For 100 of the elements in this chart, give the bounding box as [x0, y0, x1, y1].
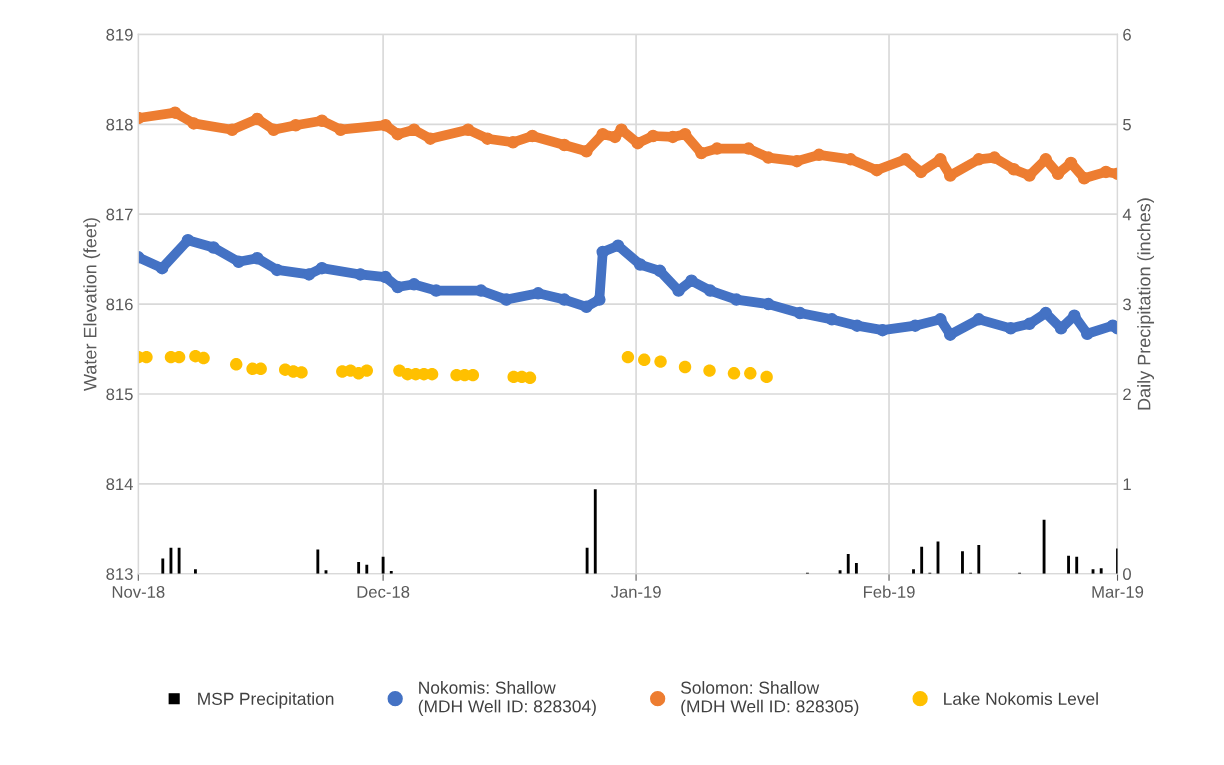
- point: [631, 136, 645, 150]
- y2-tick-label: 1: [1123, 478, 1131, 490]
- point: [181, 234, 195, 247]
- point: [710, 142, 724, 155]
- point: [1007, 163, 1021, 176]
- point: [580, 300, 593, 314]
- point: [972, 153, 986, 166]
- y-tick-label: 819: [106, 28, 133, 41]
- point: [155, 261, 169, 275]
- point: [1023, 317, 1036, 331]
- bar: [1042, 519, 1046, 574]
- y-tick-label: 813: [106, 568, 133, 580]
- point: [1039, 306, 1053, 320]
- point: [558, 293, 571, 306]
- bar: [854, 562, 858, 574]
- point: [695, 146, 708, 160]
- point: [254, 362, 267, 376]
- point: [558, 138, 571, 152]
- point: [611, 239, 625, 252]
- point: [876, 323, 889, 337]
- point: [596, 127, 610, 141]
- point: [988, 151, 1001, 164]
- point: [267, 123, 280, 136]
- point: [424, 132, 437, 145]
- point: [727, 367, 741, 380]
- point: [1023, 169, 1036, 182]
- y2-tick-label: 4: [1122, 208, 1132, 221]
- point: [295, 366, 308, 379]
- point: [1099, 165, 1113, 179]
- y-tick-label: 818: [106, 118, 133, 131]
- point: [461, 123, 475, 136]
- point: [1077, 171, 1091, 185]
- point: [793, 306, 807, 320]
- point: [168, 106, 182, 119]
- bar: [381, 556, 385, 574]
- point: [762, 297, 775, 311]
- point: [580, 145, 593, 158]
- point: [230, 358, 243, 371]
- point: [232, 255, 245, 269]
- point: [425, 367, 439, 381]
- bar: [316, 549, 320, 574]
- point: [225, 123, 239, 136]
- bar: [1075, 556, 1079, 574]
- point: [506, 136, 520, 149]
- bar: [194, 569, 197, 574]
- point: [870, 163, 884, 177]
- x-tick-label: Jan-19: [610, 586, 661, 598]
- bar: [161, 558, 165, 574]
- point: [760, 370, 773, 384]
- point: [360, 364, 373, 377]
- point: [302, 268, 316, 281]
- point: [666, 130, 680, 144]
- bar: [838, 570, 842, 574]
- point: [703, 284, 717, 297]
- point: [744, 367, 757, 380]
- x-tick-label: Nov-18: [112, 586, 165, 598]
- point: [140, 350, 153, 364]
- legend-label: MSP Precipitation: [198, 692, 334, 709]
- point: [391, 127, 404, 141]
- point: [251, 112, 264, 126]
- y-tick-label: 816: [106, 298, 133, 311]
- bar: [846, 553, 850, 574]
- point: [844, 153, 857, 166]
- point: [908, 319, 922, 332]
- legend-label: Lake Nokomis Level: [944, 692, 1098, 705]
- point: [646, 129, 660, 143]
- y2-axis-title: Daily Precipitation (inches): [1137, 198, 1155, 410]
- point: [825, 313, 839, 326]
- y-axis-title: Water Elevation (feet): [83, 218, 101, 391]
- point: [379, 118, 392, 132]
- bar: [961, 551, 964, 574]
- point: [914, 165, 928, 179]
- point: [812, 148, 826, 162]
- point: [407, 278, 421, 291]
- point: [1004, 322, 1018, 335]
- y2-tick-label: 0: [1123, 568, 1131, 580]
- point: [481, 132, 494, 145]
- point: [251, 251, 264, 265]
- point: [391, 280, 404, 294]
- point: [499, 293, 513, 306]
- bar: [593, 489, 597, 574]
- y2-tick-label: 3: [1123, 298, 1131, 311]
- point: [790, 154, 804, 168]
- point: [972, 313, 986, 326]
- bar: [177, 547, 181, 574]
- point: [703, 364, 716, 377]
- bar: [585, 547, 589, 574]
- point: [638, 353, 651, 367]
- bar: [1099, 568, 1103, 574]
- bar: [977, 544, 981, 574]
- point: [429, 284, 443, 297]
- point: [654, 355, 667, 368]
- x-tick-label: Feb-19: [864, 585, 915, 598]
- point: [621, 350, 635, 364]
- y-tick-label: 814: [106, 478, 133, 491]
- point: [315, 261, 329, 275]
- point: [934, 313, 947, 326]
- point: [596, 245, 610, 259]
- bar: [912, 569, 915, 574]
- point: [172, 350, 186, 364]
